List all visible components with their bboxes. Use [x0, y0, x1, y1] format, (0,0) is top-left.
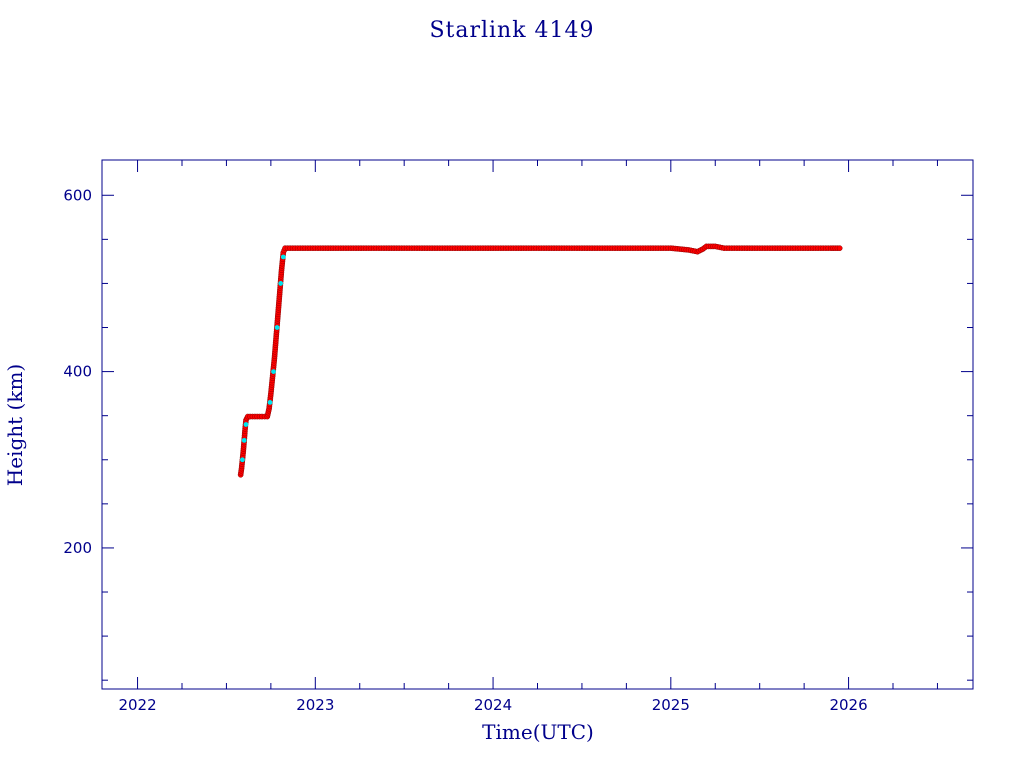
plot-frame: [101, 159, 974, 690]
data-point-secondary: [267, 400, 273, 405]
data-point-secondary: [243, 422, 249, 427]
series-1: [237, 243, 843, 478]
data-point-secondary: [241, 437, 247, 443]
chart-title: Starlink 4149: [429, 18, 594, 43]
series-layer: [237, 243, 843, 478]
x-tick-label: 2022: [118, 696, 156, 714]
x-tick-label: 2024: [474, 696, 512, 714]
axis-ticks: 2022 2023 2024 2025 2026 200 400 600: [63, 160, 973, 714]
x-tick-label: 2026: [829, 696, 867, 714]
x-axis-label: Time(UTC): [482, 720, 594, 744]
minor-ticks: [102, 160, 973, 689]
data-point-secondary: [280, 254, 286, 260]
data-point-secondary: [240, 457, 245, 463]
data-point-secondary: [274, 325, 280, 330]
x-tick-label: 2025: [652, 696, 690, 714]
x-tick-label: 2023: [296, 696, 334, 714]
data-point-secondary: [278, 281, 284, 286]
series-2: [240, 254, 286, 463]
y-tick-label: 200: [63, 539, 92, 557]
y-tick-label: 600: [63, 186, 92, 204]
data-point-secondary: [271, 369, 276, 374]
data-point: [836, 245, 843, 252]
y-axis-label: Height (km): [3, 364, 27, 486]
y-tick-label: 400: [63, 363, 92, 381]
